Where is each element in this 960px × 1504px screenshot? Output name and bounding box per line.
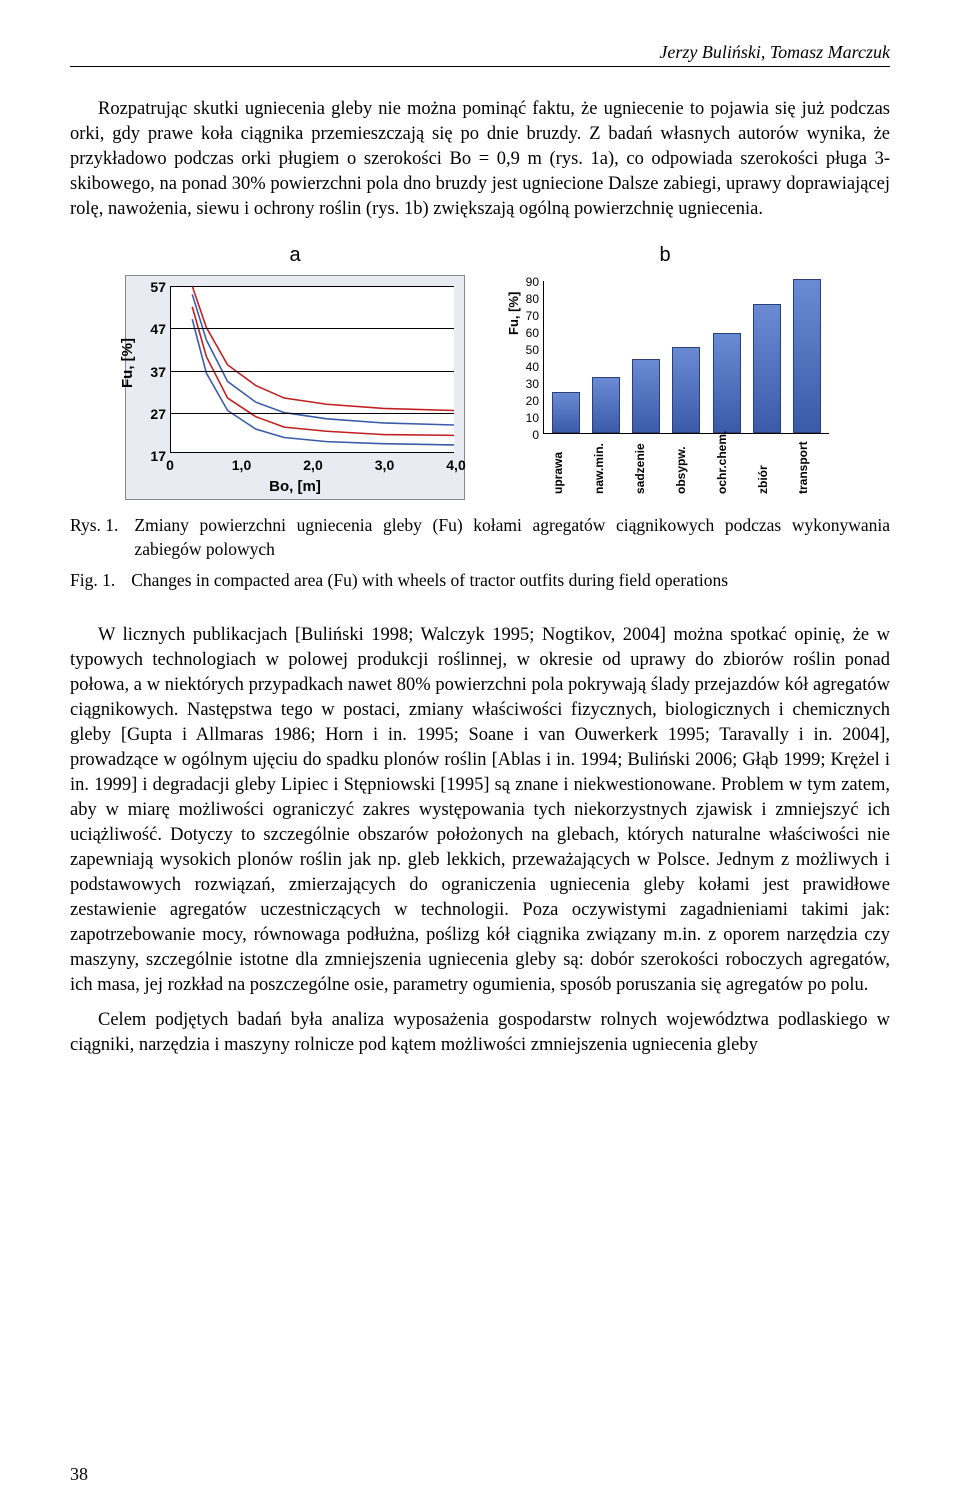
chart-b-bar xyxy=(552,392,580,433)
chart-b-bar xyxy=(672,347,700,433)
paragraph-3: Celem podjętych badań była analiza wypos… xyxy=(70,1008,890,1058)
chart-b-bar xyxy=(753,304,781,433)
chart-a-ytick: 57 xyxy=(134,278,166,297)
chart-a-plot xyxy=(170,286,454,453)
chart-b-ytick: 90 xyxy=(515,274,539,290)
chart-b-bar xyxy=(793,279,821,433)
figure-1b-label: b xyxy=(659,242,670,269)
chart-a-xtick: 0 xyxy=(150,456,190,475)
chart-b-plot xyxy=(543,281,829,434)
chart-a-xtick: 3,0 xyxy=(365,456,405,475)
chart-b-ytick: 30 xyxy=(515,376,539,392)
caption-rys-text: Zmiany powierzchni ugniecenia gleby (Fu)… xyxy=(134,514,890,561)
chart-b-bars xyxy=(543,281,829,434)
figure-1a-label: a xyxy=(289,242,300,269)
caption-fig: Fig. 1. Changes in compacted area (Fu) w… xyxy=(70,569,890,593)
chart-a: Fu, [%] Bo, [m] 172737475701,02,03,04,0 xyxy=(125,275,465,500)
page-number: 38 xyxy=(70,1462,88,1486)
chart-b-bar xyxy=(592,377,620,433)
chart-b-ytick: 70 xyxy=(515,308,539,324)
figure-1a-column: a Fu, [%] Bo, [m] 172737475701,02,03,04,… xyxy=(125,242,465,500)
chart-a-xtick: 2,0 xyxy=(293,456,333,475)
chart-b-bar xyxy=(713,333,741,433)
header-authors: Jerzy Buliński, Tomasz Marczuk xyxy=(70,40,890,67)
chart-b-ytick: 0 xyxy=(515,427,539,443)
chart-b-category-label: transport xyxy=(795,468,859,494)
chart-a-ytick: 37 xyxy=(134,363,166,382)
chart-b-ytick: 80 xyxy=(515,291,539,307)
caption-fig-label: Fig. 1. xyxy=(70,569,115,593)
caption-fig-text: Changes in compacted area (Fu) with whee… xyxy=(131,569,890,593)
chart-a-xtick: 1,0 xyxy=(222,456,262,475)
figure-1: a Fu, [%] Bo, [m] 172737475701,02,03,04,… xyxy=(70,242,890,500)
caption-rys-label: Rys. 1. xyxy=(70,514,118,561)
chart-b-ytick: 20 xyxy=(515,393,539,409)
chart-b-ytick: 60 xyxy=(515,325,539,341)
caption-rys: Rys. 1. Zmiany powierzchni ugniecenia gl… xyxy=(70,514,890,561)
chart-a-ytick: 27 xyxy=(134,405,166,424)
paragraph-1: Rozpatrując skutki ugniecenia gleby nie … xyxy=(70,97,890,222)
chart-a-xtick: 4,0 xyxy=(436,456,476,475)
chart-b-ytick: 10 xyxy=(515,410,539,426)
chart-a-ytick: 47 xyxy=(134,320,166,339)
chart-a-xlabel: Bo, [m] xyxy=(126,477,464,497)
paragraph-2: W licznych publikacjach [Buliński 1998; … xyxy=(70,623,890,998)
chart-b: Fu, [%] uprawanaw.min.sadzenieobsypw.och… xyxy=(495,275,835,500)
chart-b-ytick: 50 xyxy=(515,342,539,358)
chart-b-categories: uprawanaw.min.sadzenieobsypw.ochr.chem.z… xyxy=(543,436,829,500)
chart-b-ytick: 40 xyxy=(515,359,539,375)
figure-1b-column: b Fu, [%] uprawanaw.min.sadzenieobsypw.o… xyxy=(495,242,835,500)
chart-b-bar xyxy=(632,359,660,434)
